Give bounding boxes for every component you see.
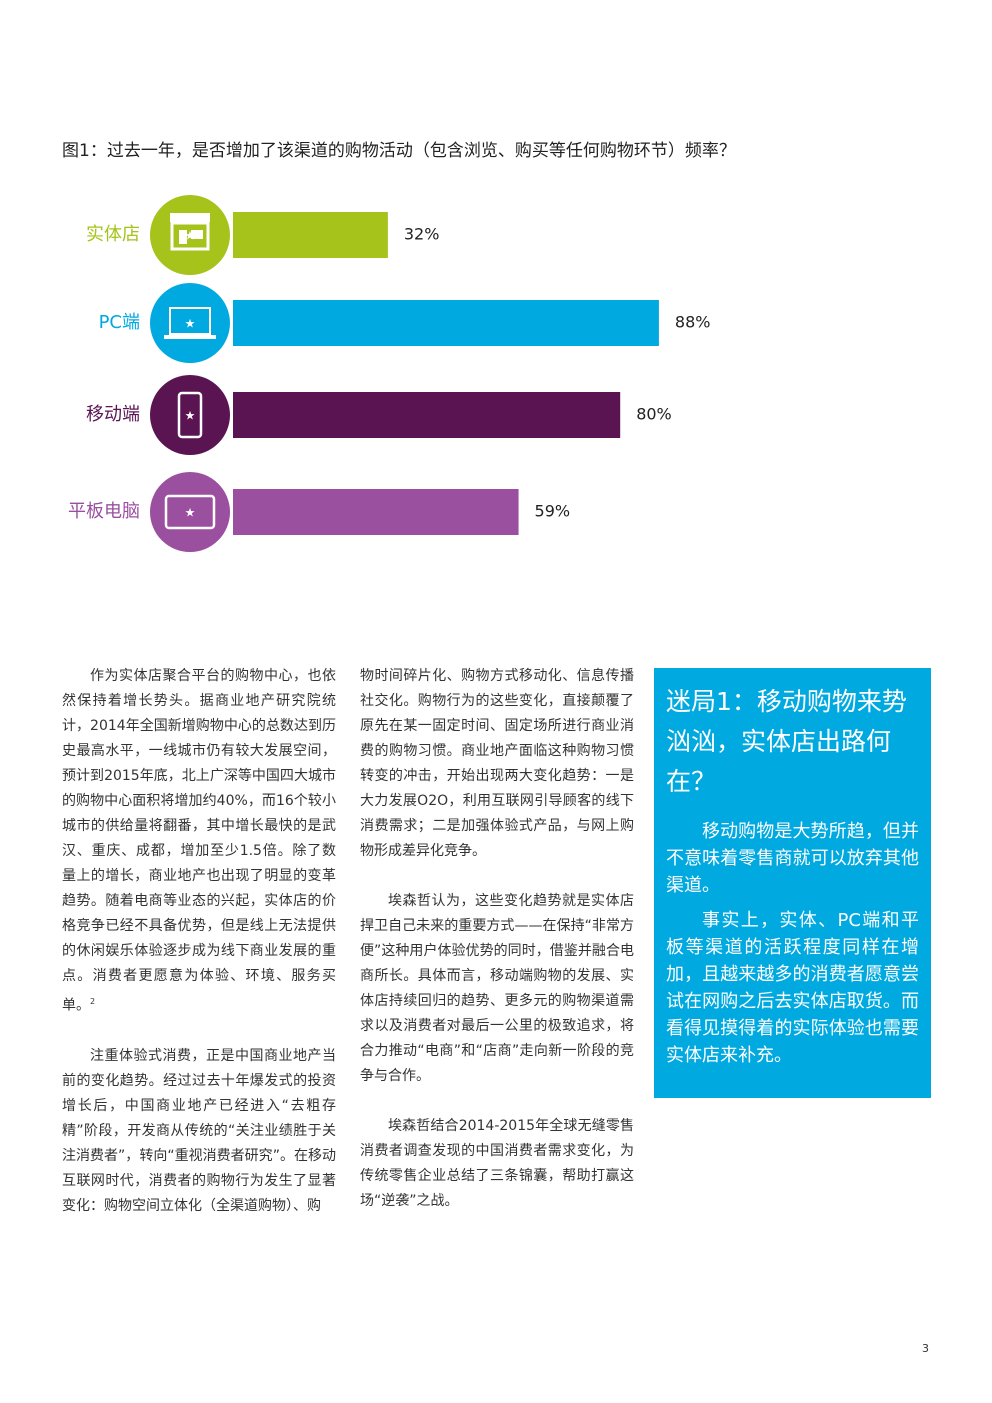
icon-shape	[170, 213, 210, 222]
value-label: 59%	[535, 502, 571, 521]
footnote-ref: 2	[90, 997, 96, 1006]
sidebar-heading: 迷局1：移动购物来势汹汹，实体店出路何在？	[666, 687, 907, 796]
value-label: 32%	[404, 225, 440, 244]
icon-shape	[191, 230, 203, 239]
value-label: 88%	[675, 313, 711, 332]
figure-title: 图1：过去一年，是否增加了该渠道的购物活动（包含浏览、购买等任何购物环节）频率？	[62, 141, 736, 161]
icon: ★	[164, 494, 216, 530]
bar	[233, 300, 659, 346]
icon-shape	[164, 335, 216, 339]
bar	[233, 392, 621, 438]
category-label: 实体店	[86, 224, 140, 245]
bar	[233, 489, 519, 535]
paragraph-text: 作为实体店聚合平台的购物中心，也依然保持着增长势头。据商业地产研究院统计，201…	[62, 668, 336, 1014]
paragraph: 物时间碎片化、购物方式移动化、信息传播社交化。购物行为的这些变化，直接颠覆了原先…	[360, 668, 634, 859]
column-1: 作为实体店聚合平台的购物中心，也依然保持着增长势头。据商业地产研究院统计，201…	[62, 664, 336, 1244]
chart: ★ 实体店 32% ★ PC端 88% ★ 移动端 80% ★ 平板电脑 59%	[68, 195, 711, 552]
icon-star: ★	[185, 317, 196, 331]
category-label: 平板电脑	[68, 501, 140, 522]
icon-shape	[177, 391, 203, 439]
icon: ★	[177, 391, 203, 439]
value-label: 80%	[636, 405, 672, 424]
page-number: 3	[922, 1342, 929, 1355]
paragraph: 作为实体店聚合平台的购物中心，也依然保持着增长势头。据商业地产研究院统计，201…	[62, 664, 336, 1019]
bar	[233, 212, 388, 258]
sidebar: 迷局1：移动购物来势汹汹，实体店出路何在？ 移动购物是大势所趋，但并不意味着零售…	[654, 668, 931, 1098]
paragraph: 注重体验式消费，正是中国商业地产当前的变化趋势。经过过去十年爆发式的投资增长后，…	[62, 1047, 336, 1214]
icon-star: ★	[185, 506, 196, 520]
category-label: PC端	[99, 312, 140, 333]
paragraph: 埃森哲结合2014-2015年全球无缝零售消费者调查发现的中国消费者需求变化，为…	[360, 1118, 634, 1209]
icon-star: ★	[185, 229, 196, 243]
icon-circle	[150, 472, 230, 552]
category-label: 移动端	[86, 404, 140, 425]
icon-circle	[150, 283, 230, 363]
icon-shape	[170, 221, 210, 251]
sidebar-paragraph: 移动购物是大势所趋，但并不意味着零售商就可以放弃其他渠道。	[666, 821, 919, 896]
paragraph: 埃森哲认为，这些变化趋势就是实体店捍卫自己未来的重要方式——在保持“非常方便”这…	[360, 893, 634, 1084]
icon-shape	[169, 307, 211, 335]
icon-shape	[164, 494, 216, 530]
icon-circle	[150, 375, 230, 455]
icon: ★	[170, 213, 210, 251]
icon-shape	[179, 230, 187, 244]
icon-star: ★	[185, 409, 196, 423]
icon: ★	[164, 307, 216, 339]
sidebar-paragraph: 事实上，实体、PC端和平板等渠道的活跃程度同样在增加，且越来越多的消费者愿意尝试…	[666, 910, 919, 1066]
column-2: 物时间碎片化、购物方式移动化、信息传播社交化。购物行为的这些变化，直接颠覆了原先…	[360, 664, 634, 1239]
